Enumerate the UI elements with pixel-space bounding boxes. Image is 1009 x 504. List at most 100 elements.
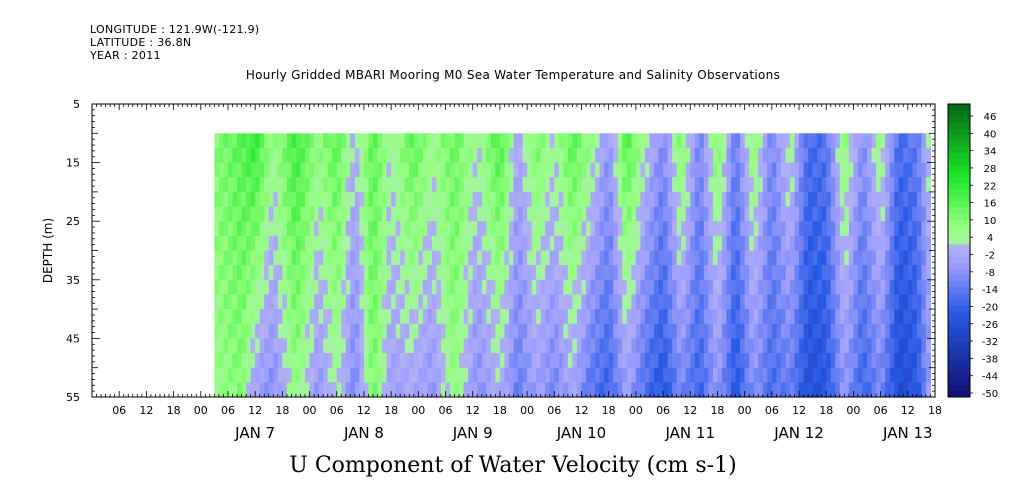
heatmap-cell <box>857 353 864 369</box>
heatmap-cell <box>282 309 288 325</box>
heatmap-cell <box>291 323 297 339</box>
heatmap-cell <box>477 279 483 296</box>
heatmap-cell <box>654 323 660 339</box>
heatmap-cell <box>277 367 283 383</box>
heatmap-cell <box>454 338 460 354</box>
heatmap-cell <box>576 147 583 164</box>
heatmap-cell <box>853 250 859 266</box>
heatmap-cell <box>232 221 238 237</box>
heatmap-cell <box>250 279 256 296</box>
heatmap-cell <box>232 235 238 252</box>
heatmap-cell <box>332 338 338 354</box>
heatmap-cell <box>341 323 347 339</box>
heatmap-cell <box>658 177 664 193</box>
heatmap-cell <box>576 133 583 149</box>
heatmap-cell <box>885 235 891 252</box>
heatmap-cell <box>382 338 388 354</box>
heatmap-cell <box>440 279 447 296</box>
heatmap-cell <box>644 221 651 237</box>
heatmap-cell <box>839 338 845 354</box>
heatmap-cell <box>395 323 401 339</box>
heatmap-cell <box>703 250 709 266</box>
heatmap-cell <box>255 177 261 193</box>
heatmap-cell <box>373 323 379 339</box>
heatmap-cell <box>685 367 691 383</box>
heatmap-cell <box>545 265 551 281</box>
heatmap-cell <box>404 147 410 164</box>
heatmap-cell <box>762 382 768 398</box>
heatmap-cell <box>536 133 542 149</box>
heatmap-cell <box>758 338 764 354</box>
heatmap-cell <box>848 323 855 339</box>
heatmap-cell <box>255 338 261 354</box>
x-tick-label: 12 <box>139 404 153 417</box>
heatmap-cell <box>667 221 673 237</box>
heatmap-cell <box>300 221 306 237</box>
heatmap-cell <box>531 294 537 310</box>
heatmap-cell <box>844 265 850 281</box>
heatmap-cell <box>808 162 814 178</box>
heatmap-cell <box>703 191 709 208</box>
heatmap-cell <box>295 191 302 208</box>
x-tick-label: 18 <box>384 404 398 417</box>
heatmap-cell <box>218 177 225 193</box>
heatmap-cell <box>644 206 651 222</box>
heatmap-cell <box>300 191 306 208</box>
heatmap-cell <box>341 279 347 296</box>
heatmap-cell <box>921 191 927 208</box>
heatmap-cell <box>740 250 746 266</box>
heatmap-cell <box>599 147 605 164</box>
heatmap-cell <box>454 382 460 398</box>
heatmap-cell <box>789 191 796 208</box>
heatmap-cell <box>486 147 492 164</box>
heatmap-cell <box>567 250 574 266</box>
heatmap-cell <box>694 294 700 310</box>
heatmap-cell <box>214 221 220 237</box>
heatmap-cell <box>889 133 895 149</box>
heatmap-cell <box>350 353 356 369</box>
heatmap-cell <box>404 206 410 222</box>
heatmap-cell <box>740 323 746 339</box>
heatmap-cell <box>341 309 347 325</box>
heatmap-cell <box>595 235 601 252</box>
heatmap-cell <box>848 338 855 354</box>
heatmap-cell <box>617 162 623 178</box>
heatmap-cell <box>504 235 510 252</box>
heatmap-cell <box>472 191 478 208</box>
heatmap-cell <box>264 133 270 149</box>
heatmap-cell <box>658 382 664 398</box>
colorbar-label: -50 <box>982 389 998 400</box>
heatmap-cell <box>305 265 311 281</box>
colorbar-band <box>948 293 970 300</box>
heatmap-cell <box>409 382 415 398</box>
heatmap-cell <box>282 221 288 237</box>
heatmap-cell <box>608 338 614 354</box>
heatmap-cell <box>581 250 587 266</box>
heatmap-cell <box>880 147 886 164</box>
heatmap-cell <box>409 367 415 383</box>
heatmap-cell <box>640 338 646 354</box>
heatmap-cell <box>305 206 311 222</box>
heatmap-cell <box>273 162 279 178</box>
heatmap-cell <box>264 265 270 281</box>
heatmap-cell <box>649 191 655 208</box>
heatmap-cell <box>490 279 496 296</box>
heatmap-cell <box>667 133 673 149</box>
heatmap-cell <box>536 147 542 164</box>
heatmap-cell <box>749 309 755 325</box>
heatmap-cell <box>780 279 787 296</box>
heatmap-cell <box>640 206 646 222</box>
heatmap-cell <box>767 191 773 208</box>
heatmap-cell <box>567 147 574 164</box>
heatmap-cell <box>513 235 519 252</box>
heatmap-cell <box>685 250 691 266</box>
heatmap-cell <box>350 133 356 149</box>
heatmap-cell <box>835 133 841 149</box>
heatmap-cell <box>336 353 342 369</box>
heatmap-cell <box>536 206 542 222</box>
heatmap-cell <box>595 279 601 296</box>
heatmap-cell <box>690 309 696 325</box>
heatmap-cell <box>440 133 447 149</box>
heatmap-cell <box>440 250 447 266</box>
